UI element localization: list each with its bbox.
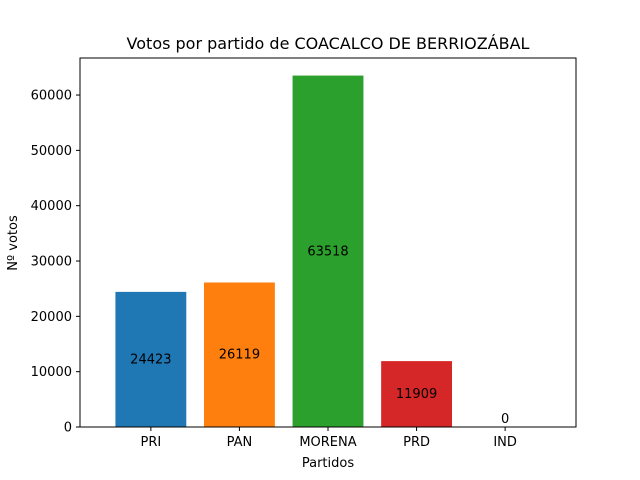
bar-prd bbox=[381, 361, 452, 427]
x-tick-label-ind: IND bbox=[493, 435, 517, 450]
x-tick-label-pri: PRI bbox=[140, 435, 161, 450]
bar-value-label-prd: 11909 bbox=[396, 387, 437, 402]
y-tick-label: 20000 bbox=[31, 310, 72, 325]
x-axis-label: Partidos bbox=[302, 456, 354, 471]
bars-group bbox=[115, 75, 452, 427]
x-tick-label-pan: PAN bbox=[227, 435, 253, 450]
y-tick-label: 40000 bbox=[31, 199, 72, 214]
y-tick-label: 0 bbox=[64, 421, 72, 436]
x-tick-label-prd: PRD bbox=[403, 435, 430, 450]
bar-value-label-pan: 26119 bbox=[219, 348, 260, 363]
y-tick-label: 30000 bbox=[31, 255, 72, 270]
chart-title: Votos por partido de COACALCO DE BERRIOZ… bbox=[127, 34, 530, 53]
bar-pri bbox=[115, 291, 187, 427]
x-tick-label-morena: MORENA bbox=[299, 435, 356, 450]
y-tick-label: 10000 bbox=[31, 365, 72, 380]
y-axis-ticks: 0 10000 20000 30000 40000 50000 60000 bbox=[31, 89, 80, 436]
bar-value-label-pri: 24423 bbox=[130, 352, 171, 367]
bar-value-label-ind: 0 bbox=[501, 412, 509, 427]
bar-labels-group: 24423 26119 63518 11909 0 bbox=[130, 244, 509, 427]
y-tick-label: 60000 bbox=[31, 89, 72, 104]
bar-morena bbox=[292, 75, 364, 427]
bar-value-label-morena: 63518 bbox=[307, 244, 348, 259]
y-axis-label: Nº votos bbox=[6, 215, 21, 271]
bar-pan bbox=[204, 282, 275, 427]
x-axis-ticks: PRI PAN MORENA PRD IND bbox=[140, 427, 517, 450]
plot-frame bbox=[79, 57, 577, 428]
y-tick-label: 50000 bbox=[31, 144, 72, 159]
